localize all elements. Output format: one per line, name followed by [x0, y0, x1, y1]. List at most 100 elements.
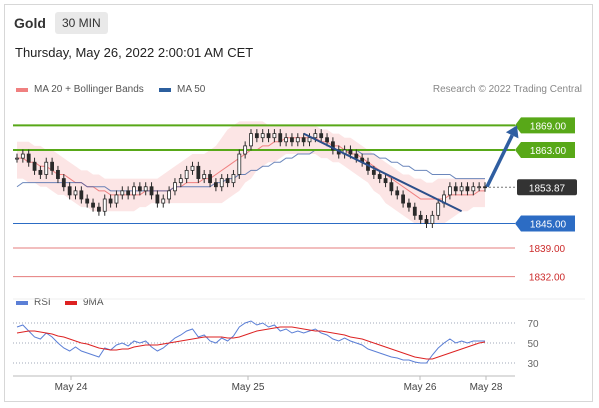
- resistance-level-label: 1863.00: [530, 146, 567, 157]
- candle-up: [249, 133, 253, 147]
- rsi-tick-label: 30: [527, 359, 539, 370]
- resistance-level-label: 1869.00: [530, 121, 567, 132]
- candle-up: [237, 153, 242, 175]
- forecast-arrow-head: [505, 125, 519, 139]
- legend-swatch-ma20: [16, 87, 28, 92]
- candle-down: [412, 206, 417, 216]
- candle-down: [61, 178, 66, 188]
- legend-rsi: RSI: [16, 297, 51, 308]
- candle-up: [284, 137, 289, 143]
- rsi-line: [16, 320, 485, 364]
- candle-down: [389, 182, 394, 192]
- x-tick-label: May 25: [232, 382, 265, 393]
- candle-down: [137, 186, 142, 192]
- candle-up: [120, 190, 125, 196]
- rsi-tick-label: 70: [527, 319, 539, 330]
- candle-down: [126, 190, 131, 196]
- candle-up: [190, 165, 195, 171]
- symbol-label: Gold: [14, 15, 46, 31]
- candle-down: [208, 174, 212, 184]
- candle-up: [44, 161, 49, 175]
- timeframe-badge[interactable]: 30 MIN: [55, 12, 108, 34]
- support-level-label: 1832.00: [529, 273, 566, 284]
- legend-ma20-bollinger: MA 20 + Bollinger Bands: [16, 84, 144, 95]
- candle-up: [313, 133, 318, 139]
- legend-swatch-9ma: [65, 300, 77, 305]
- candle-up: [102, 198, 107, 212]
- candle-down: [32, 161, 37, 171]
- candle-up: [295, 137, 300, 143]
- candle-up: [447, 186, 452, 196]
- chart-frame: Gold 30 MIN Thursday, May 26, 2022 2:00:…: [4, 4, 593, 402]
- candle-down: [213, 182, 218, 188]
- candle-up: [307, 137, 312, 143]
- last-price-label: 1853.87: [529, 183, 566, 194]
- candle-down: [483, 186, 487, 189]
- legend-label-9ma: 9MA: [83, 297, 104, 308]
- legend-label-rsi: RSI: [34, 297, 51, 308]
- candle-down: [377, 174, 382, 179]
- x-tick-label: May 28: [470, 382, 503, 393]
- legend-ma50: MA 50: [159, 84, 205, 95]
- candle-up: [459, 186, 464, 192]
- candle-down: [325, 137, 329, 143]
- candle-up: [243, 145, 248, 155]
- candle-down: [383, 178, 388, 184]
- candle-down: [85, 198, 90, 204]
- candle-down: [254, 133, 259, 139]
- candle-down: [354, 153, 359, 159]
- candle-down: [26, 153, 31, 163]
- chart-datetime: Thursday, May 26, 2022 2:00:01 AM CET: [15, 45, 254, 60]
- rsi-9ma-line: [16, 326, 486, 360]
- candle-up: [184, 169, 189, 179]
- candle-down: [290, 137, 294, 143]
- candle-down: [196, 165, 201, 179]
- candle-down: [395, 190, 400, 196]
- candle-down: [155, 194, 160, 204]
- candle-up: [436, 202, 441, 216]
- price-chart: 1869.00 1863.00 1853.87 1845.00 1839.00 1832.…: [13, 117, 585, 393]
- candle-up: [15, 157, 19, 160]
- candle-up: [20, 153, 25, 159]
- candle-up: [178, 178, 183, 184]
- candle-up: [132, 186, 136, 196]
- bearish-trendline: [303, 132, 463, 213]
- candle-down: [91, 202, 95, 208]
- pivot-level-tag: [515, 215, 575, 232]
- legend-label-ma20: MA 20 + Bollinger Bands: [34, 84, 144, 95]
- ma50-line: [16, 149, 485, 192]
- candle-down: [371, 169, 376, 175]
- candle-up: [272, 133, 277, 139]
- candle-down: [108, 198, 113, 204]
- candle-down: [79, 190, 84, 200]
- candle-down: [56, 169, 60, 179]
- legend-9ma: 9MA: [65, 297, 104, 308]
- candle-down: [266, 133, 271, 139]
- candle-up: [73, 190, 78, 196]
- candle-up: [219, 178, 224, 188]
- candle-down: [453, 186, 458, 192]
- candle-up: [114, 194, 119, 204]
- candle-down: [278, 133, 283, 143]
- candle-up: [173, 182, 177, 192]
- candle-down: [465, 186, 470, 192]
- candle-down: [225, 178, 230, 184]
- candle-down: [418, 214, 423, 220]
- candle-up: [167, 190, 172, 200]
- candle-down: [330, 141, 335, 151]
- candle-up: [161, 198, 166, 204]
- x-tick-label: May 24: [55, 382, 88, 393]
- x-tick-label: May 26: [404, 382, 437, 393]
- candle-up: [430, 214, 435, 224]
- pivot-level-label: 1845.00: [530, 220, 567, 231]
- candle-down: [424, 219, 429, 224]
- forecast-arrow-shaft: [485, 134, 514, 188]
- candle-down: [348, 149, 353, 155]
- candle-down: [301, 137, 306, 143]
- support-level-label: 1839.00: [529, 244, 566, 255]
- candle-down: [38, 169, 43, 175]
- last-price-box: [517, 179, 577, 196]
- resistance-level-tag: [515, 141, 575, 158]
- candle-down: [97, 206, 101, 212]
- candle-up: [471, 186, 476, 192]
